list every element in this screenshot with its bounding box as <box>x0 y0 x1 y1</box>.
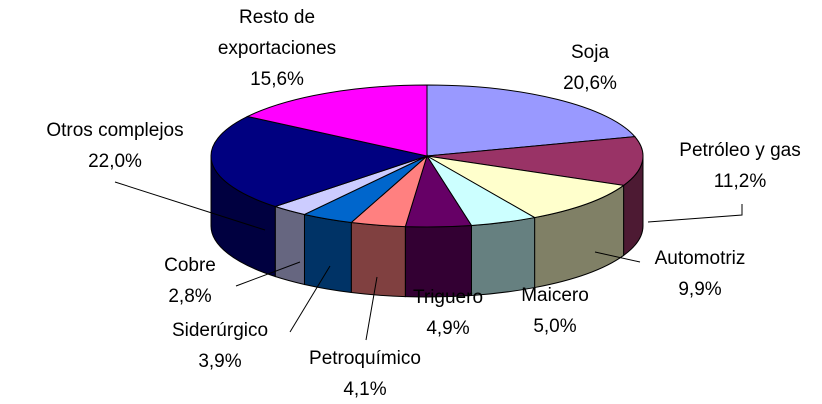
slice-label: Automotriz 9,9% <box>655 243 746 305</box>
value-label: 22,0% <box>88 151 142 172</box>
slice-label: Maicero 5,0% <box>521 280 589 342</box>
slice-label: Otros complejos 22,0% <box>46 115 183 177</box>
category-name: Otros complejos <box>46 120 184 141</box>
category-name: Triguero <box>412 287 484 308</box>
slice-side <box>350 221 406 298</box>
slice <box>426 136 644 186</box>
category-name: Petróleo y gas <box>679 140 801 161</box>
leader-line <box>365 276 378 341</box>
slice <box>210 115 429 208</box>
slice-label: Triguero 4,9% <box>413 282 483 344</box>
value-label: 11,2% <box>713 171 767 192</box>
category-name: Automotriz <box>654 248 746 269</box>
leader-line <box>289 265 331 333</box>
slice-side <box>303 213 352 294</box>
category-name: Petroquímico <box>309 348 421 369</box>
slice-tops <box>210 84 644 228</box>
slice-label: Cobre 2,8% <box>164 250 216 312</box>
value-label: 20,6% <box>563 73 617 94</box>
value-label: 3,9% <box>198 351 242 372</box>
category-name: Siderúrgico <box>171 320 269 341</box>
value-label: 9,9% <box>678 279 722 300</box>
value-label: 15,6% <box>250 69 304 90</box>
leader-line <box>647 204 743 223</box>
leader-line <box>594 251 641 263</box>
slice <box>246 84 428 157</box>
slice-side <box>274 205 305 286</box>
category-name: Cobre <box>164 255 216 276</box>
value-label: 4,9% <box>426 318 470 339</box>
slice-label: Petróleo y gas 11,2% <box>679 135 800 197</box>
slice-label: Petroquímico 4,1% <box>309 343 421 404</box>
value-label: 4,1% <box>343 379 387 400</box>
category-name: Resto de exportaciones <box>217 7 337 59</box>
slice-label: Resto de exportaciones 15,6% <box>197 2 357 95</box>
slice-label: Siderúrgico 3,9% <box>172 315 268 377</box>
slice <box>426 155 625 219</box>
value-label: 2,8% <box>168 286 212 307</box>
leader-lines <box>114 181 743 341</box>
leader-line <box>235 261 301 287</box>
leader-line <box>114 181 266 231</box>
slice-label: Soja 20,6% <box>563 37 617 99</box>
slice-sides <box>210 155 644 298</box>
category-name: Maicero <box>521 285 589 306</box>
category-name: Soja <box>570 42 610 63</box>
slice <box>426 84 636 157</box>
value-label: 5,0% <box>533 316 577 337</box>
